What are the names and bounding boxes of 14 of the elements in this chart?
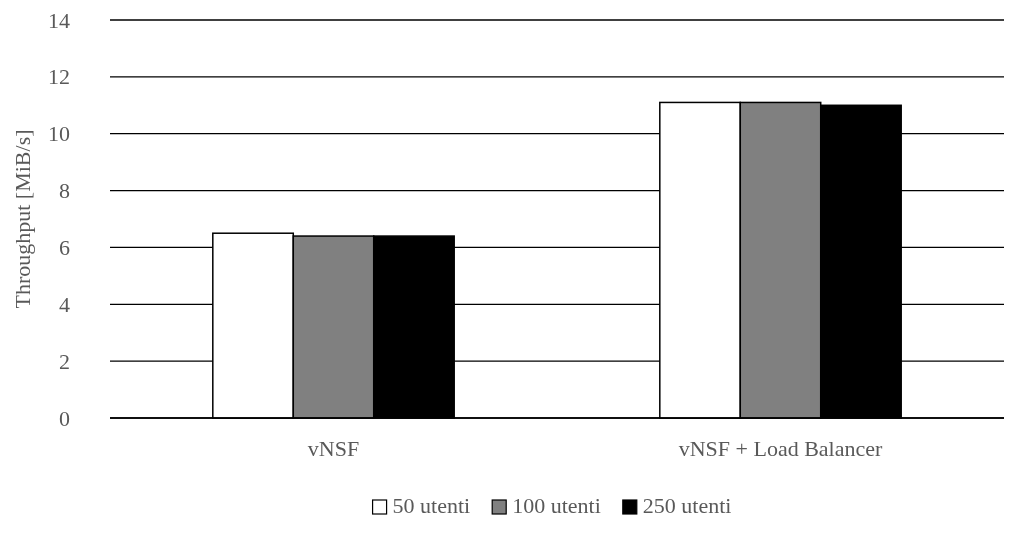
y-tick-label: 12	[48, 64, 70, 90]
y-tick-label: 14	[48, 7, 70, 33]
legend-label: 100 utenti	[512, 493, 601, 518]
legend-label: 50 utenti	[392, 493, 471, 518]
legend-label: 250 utenti	[642, 493, 732, 518]
y-axis-title: Throughput [MiB/s]	[10, 129, 35, 309]
y-tick-label: 2	[59, 348, 70, 374]
y-tick-label: 6	[59, 234, 70, 260]
y-tick-label: 4	[59, 291, 70, 317]
y-tick-label: 10	[48, 121, 70, 147]
y-tick-label: 0	[59, 405, 70, 431]
x-tick-label: vNSF	[307, 435, 360, 461]
x-tick-label: vNSF + Load Balancer	[678, 435, 883, 461]
y-tick-label: 8	[59, 178, 70, 204]
